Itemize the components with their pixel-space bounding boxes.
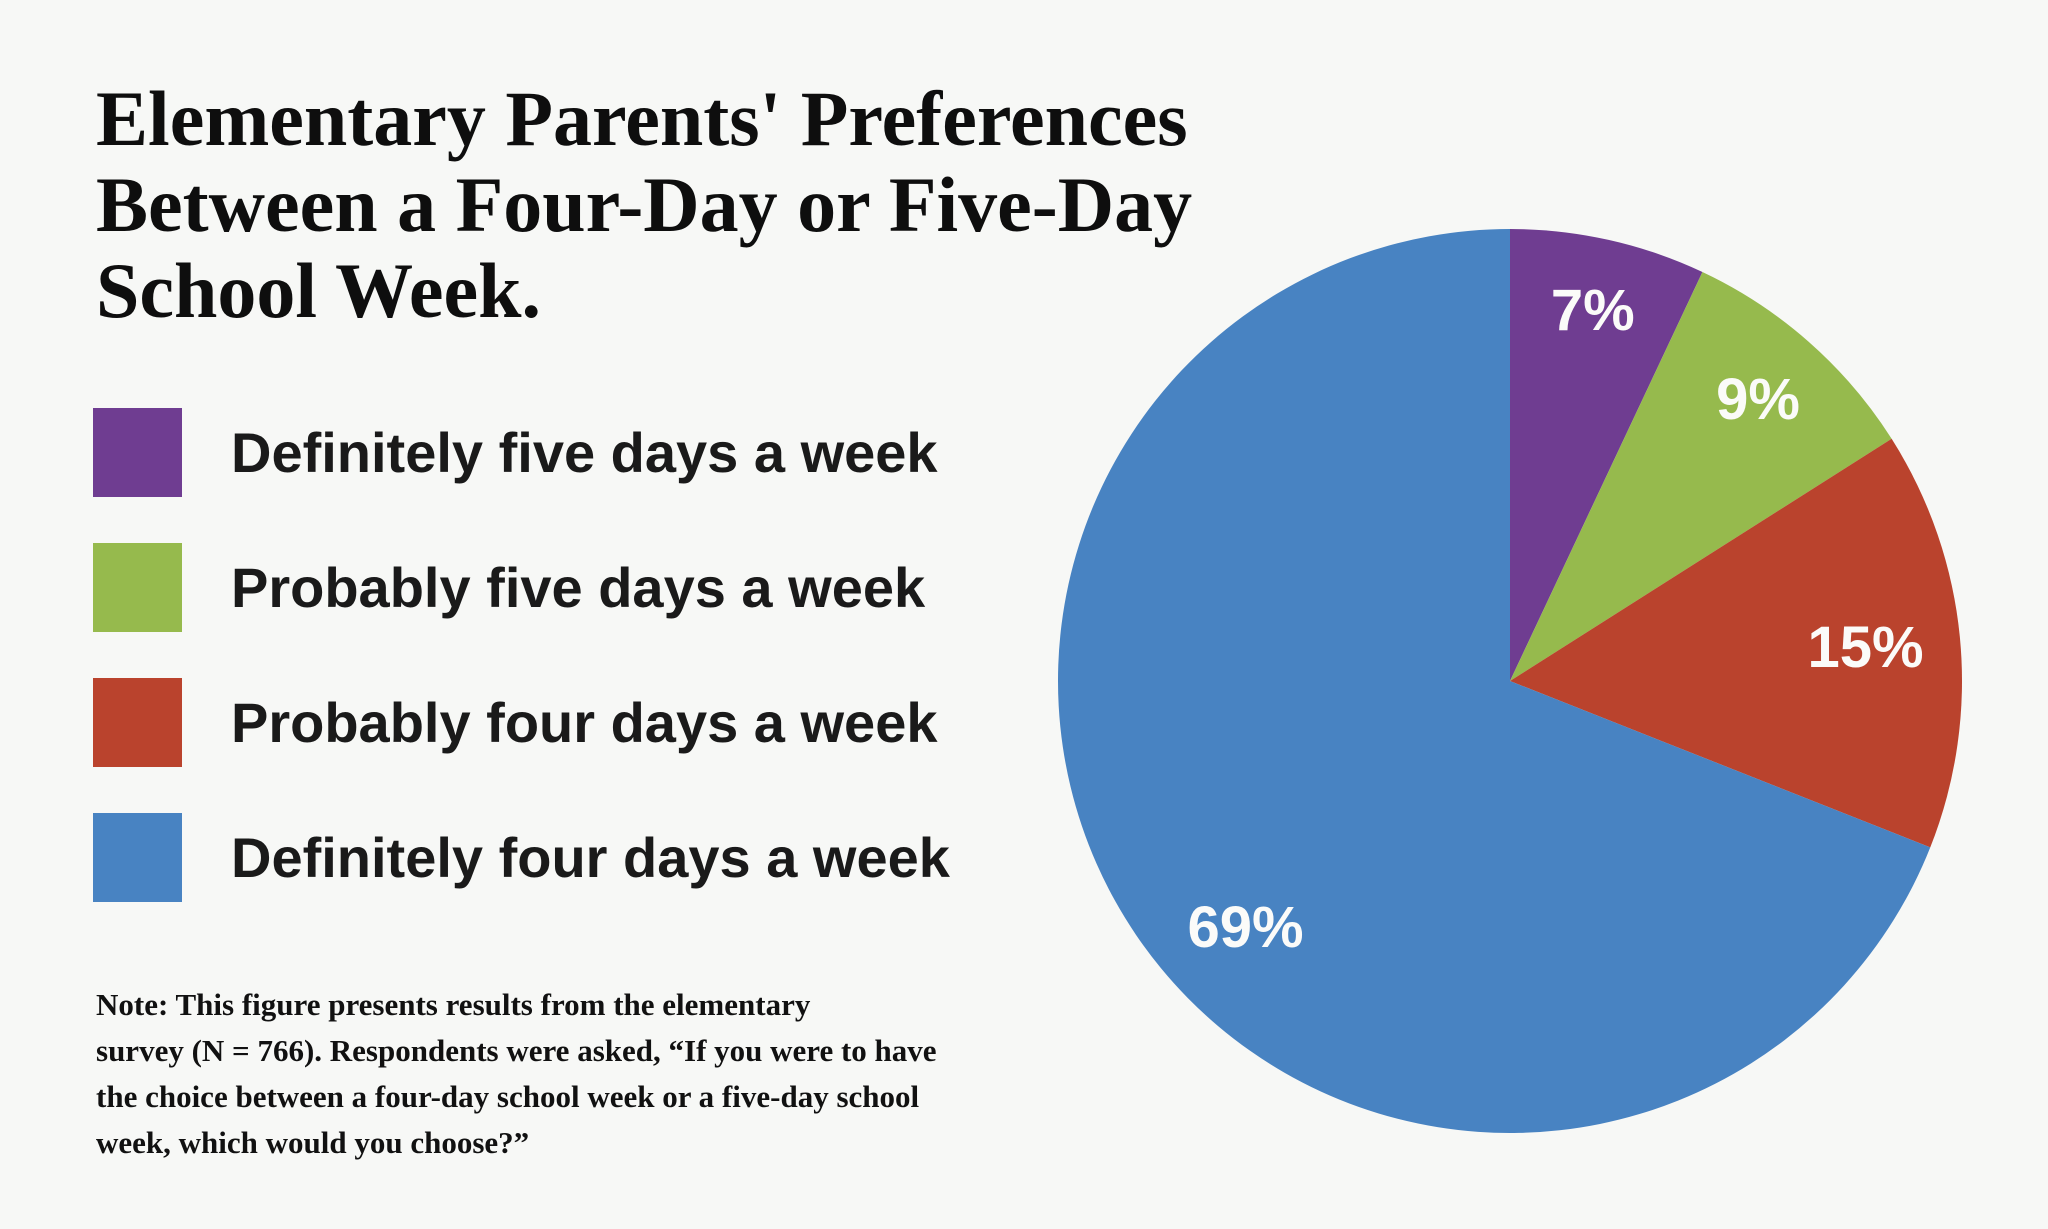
legend-item-definitely-five-days: Definitely five days a week [93, 408, 950, 497]
footnote-line-2: survey (N = 766). Respondents were asked… [96, 1033, 937, 1068]
chart-title: Elementary Parents' Preferences Between … [96, 76, 1192, 334]
pie-slice-definitely-four-days-a-week [1058, 229, 1931, 1133]
chart-title-line-1: Elementary Parents' Preferences [96, 75, 1188, 162]
footnote: Note: This figure presents results from … [96, 982, 1156, 1166]
chart-title-line-3: School Week. [96, 247, 541, 334]
legend-label: Probably five days a week [231, 556, 926, 619]
pie-slice-probably-four-days-a-week [1510, 438, 1963, 848]
legend-label: Definitely five days a week [231, 421, 938, 484]
legend-swatch-purple [93, 408, 182, 497]
legend-swatch-green [93, 543, 182, 632]
pie-slice-label: 9% [1716, 367, 1800, 432]
legend-label: Probably four days a week [231, 691, 938, 754]
footnote-line-1: Note: This figure presents results from … [96, 987, 811, 1022]
pie-slice-label: 7% [1551, 278, 1635, 343]
pie-slice-definitely-five-days-a-week [1510, 229, 1703, 681]
legend-swatch-blue [93, 813, 182, 902]
legend-swatch-red [93, 678, 182, 767]
footnote-line-3: the choice between a four-day school wee… [96, 1079, 920, 1114]
legend-item-probably-five-days: Probably five days a week [93, 543, 950, 632]
chart-legend: Definitely five days a week Probably fiv… [93, 408, 950, 902]
pie-slice-label: 15% [1807, 615, 1923, 680]
legend-item-probably-four-days: Probably four days a week [93, 678, 950, 767]
legend-label: Definitely four days a week [231, 826, 950, 889]
footnote-line-4: week, which would you choose?” [96, 1125, 530, 1160]
chart-title-line-2: Between a Four-Day or Five-Day [96, 161, 1193, 248]
pie-slice-probably-five-days-a-week [1510, 272, 1892, 681]
pie-slice-label: 69% [1187, 895, 1303, 960]
legend-item-definitely-four-days: Definitely four days a week [93, 813, 950, 902]
